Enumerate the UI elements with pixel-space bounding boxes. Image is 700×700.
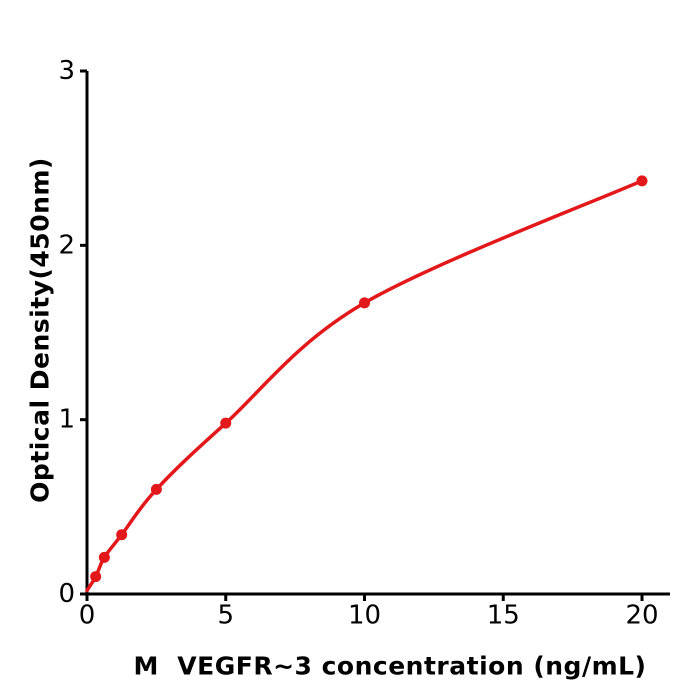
y-tick-label: 1: [58, 405, 75, 435]
data-point-marker: [90, 571, 102, 583]
x-tick-label: 5: [217, 600, 234, 630]
y-axis-label: Optical Density(450nm): [25, 157, 55, 503]
data-point-marker: [220, 417, 232, 429]
axis-spines: [85, 71, 670, 596]
data-point-marker: [98, 551, 110, 563]
x-axis-label: M VEGFR~3 concentration (ng/mL): [133, 651, 647, 681]
data-point-marker: [359, 297, 370, 309]
data-point-marker: [116, 529, 128, 541]
x-tick-label: 0: [79, 600, 96, 630]
data-point-marker: [150, 483, 162, 495]
y-tick-label: 2: [58, 230, 75, 260]
x-tick-label: 20: [625, 600, 658, 630]
fit-curve: [85, 179, 644, 593]
x-tick-label: 15: [487, 600, 520, 630]
y-tick-label: 0: [58, 579, 75, 609]
y-tick-label: 3: [58, 56, 75, 86]
data-point-marker: [636, 175, 648, 187]
x-tick-label: 10: [348, 600, 381, 630]
